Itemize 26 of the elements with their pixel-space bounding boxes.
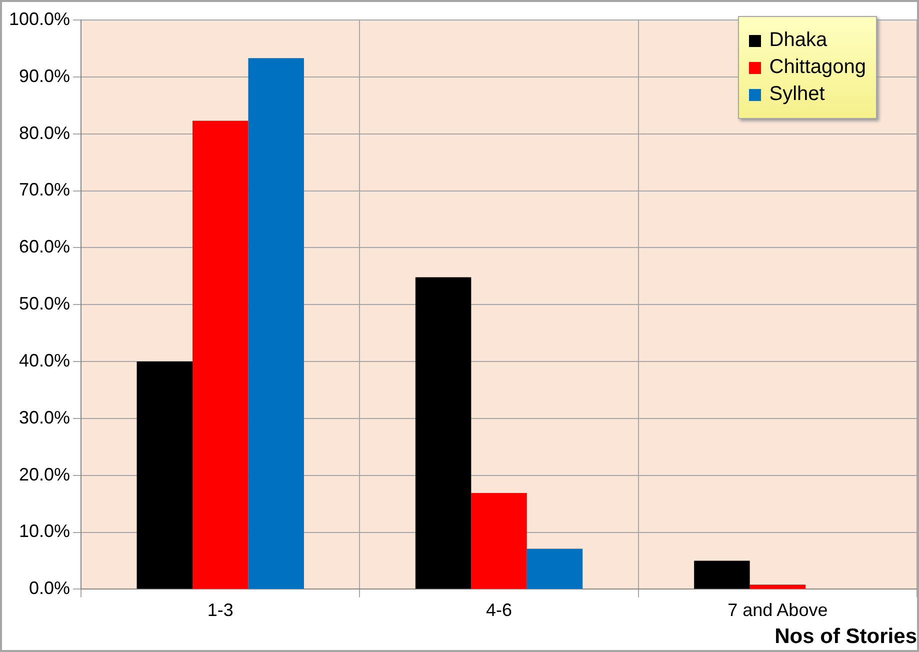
legend-label: Sylhet: [769, 83, 825, 106]
x-axis-title: Nos of Stories: [774, 625, 917, 648]
y-tick-label: 100.0%: [8, 8, 70, 29]
y-tick-label: 0.0%: [29, 578, 70, 598]
y-tick-label: 20.0%: [19, 464, 70, 484]
bar: [471, 493, 527, 589]
bar: [248, 58, 304, 589]
x-tick-label: 4-6: [486, 600, 512, 620]
y-tick-label: 10.0%: [19, 521, 70, 542]
bar: [526, 548, 583, 589]
bar: [192, 120, 248, 589]
y-tick-label: 60.0%: [19, 236, 70, 257]
bar: [415, 277, 472, 589]
y-tick-label: 50.0%: [19, 294, 70, 314]
x-tick-label: 7 and Above: [728, 600, 828, 620]
bar: [136, 362, 193, 589]
y-tick-label: 80.0%: [19, 122, 70, 143]
bar: [694, 560, 750, 589]
x-tick-label: 1-3: [207, 600, 234, 620]
bar: [750, 584, 806, 589]
y-tick-label: 40.0%: [19, 350, 70, 370]
y-tick-label: 70.0%: [19, 180, 70, 200]
legend-label: Chittagong: [769, 56, 866, 79]
legend-label: Dhaka: [769, 29, 828, 52]
y-tick-label: 30.0%: [19, 407, 70, 428]
y-tick-label: 90.0%: [19, 66, 70, 86]
